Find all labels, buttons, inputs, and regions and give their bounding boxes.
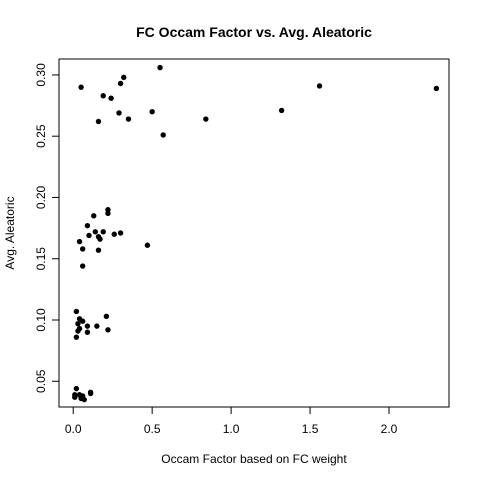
data-point — [203, 116, 209, 122]
data-point — [79, 263, 86, 269]
y-tick-label: 0.30 — [34, 63, 48, 87]
y-tick-label: 0.25 — [34, 124, 48, 148]
data-point — [79, 246, 86, 252]
y-axis-label: Avg. Aleatoric — [3, 196, 17, 269]
data-point — [75, 328, 81, 334]
data-point — [144, 242, 151, 248]
y-tick-label: 0.05 — [34, 369, 48, 393]
data-point — [86, 232, 92, 239]
data-point — [92, 229, 99, 235]
data-point — [91, 213, 97, 219]
data-point — [108, 95, 114, 101]
data-point — [125, 116, 132, 122]
data-point — [84, 329, 91, 335]
data-point — [100, 93, 106, 99]
data-point — [117, 80, 124, 87]
data-point — [75, 320, 81, 327]
data-point — [117, 230, 124, 236]
data-point — [316, 83, 323, 89]
data-points — [72, 64, 440, 403]
x-tick-label: 2.0 — [381, 422, 398, 436]
data-point — [81, 396, 87, 403]
x-tick-label: 1.0 — [223, 422, 240, 436]
data-point — [95, 118, 102, 125]
data-point — [76, 238, 83, 245]
data-point — [116, 110, 122, 116]
data-point — [73, 385, 80, 392]
chart-title: FC Occam Factor vs. Avg. Aleatoric — [136, 24, 372, 40]
y-axis: 0.05 0.10 0.15 0.20 0.25 0.30 — [34, 63, 60, 393]
data-point — [149, 108, 155, 115]
data-point — [105, 210, 111, 217]
data-point — [87, 390, 94, 397]
y-tick-label: 0.15 — [34, 247, 48, 271]
y-tick-label: 0.20 — [34, 185, 48, 209]
data-point — [111, 231, 117, 237]
x-tick-label: 0.0 — [65, 422, 82, 436]
data-point — [278, 107, 285, 114]
data-point — [95, 247, 102, 253]
data-point — [157, 64, 163, 71]
data-point — [433, 85, 440, 92]
y-tick-label: 0.10 — [34, 308, 48, 332]
data-point — [103, 313, 110, 320]
data-point — [79, 318, 86, 324]
data-point — [72, 394, 78, 400]
data-point — [97, 236, 103, 242]
data-point — [84, 323, 91, 329]
data-point — [160, 132, 166, 138]
data-point — [100, 229, 106, 235]
data-point — [94, 323, 100, 329]
x-tick-label: 1.5 — [302, 422, 319, 436]
x-tick-label: 0.5 — [144, 422, 161, 436]
data-point — [121, 74, 127, 81]
data-point — [84, 222, 91, 229]
x-axis: 0.0 0.5 1.0 1.5 2.0 — [65, 406, 398, 436]
data-point — [73, 308, 80, 315]
data-point — [105, 327, 111, 333]
x-axis-label: Occam Factor based on FC weight — [161, 452, 347, 466]
data-point — [78, 84, 84, 90]
data-point — [73, 334, 80, 340]
